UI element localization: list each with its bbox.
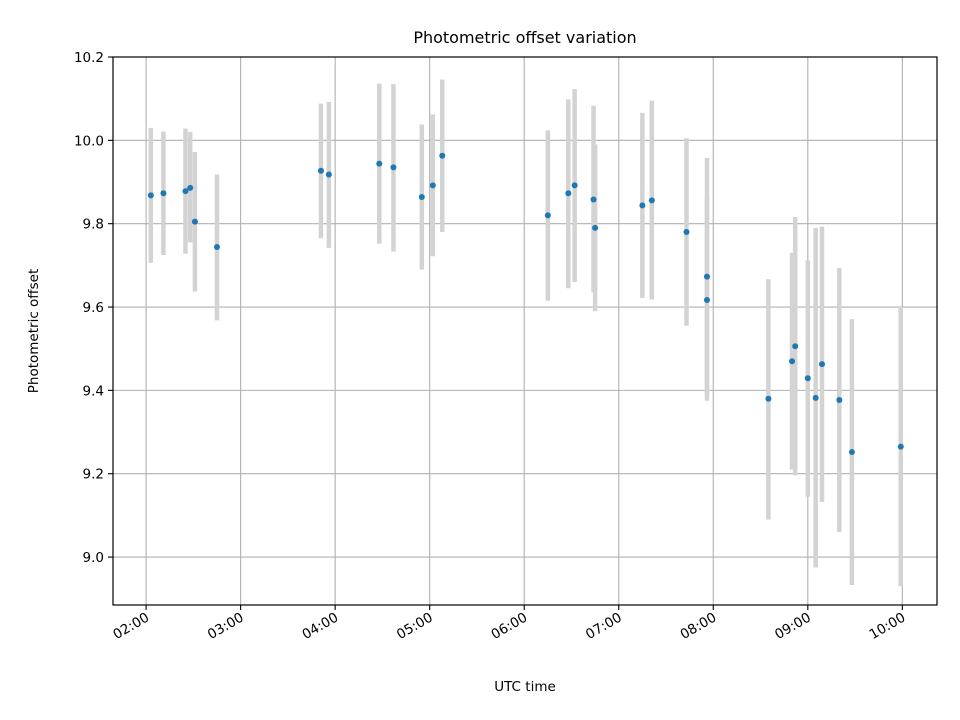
plot-frame: [112, 56, 938, 606]
data-point: [317, 167, 324, 174]
data-point: [818, 361, 825, 368]
data-point: [429, 182, 436, 189]
data-point: [390, 164, 397, 171]
data-point: [765, 395, 772, 402]
data-point: [325, 171, 332, 178]
y-tick-label: 10.2: [74, 50, 104, 66]
data-point: [648, 197, 655, 204]
data-point: [376, 160, 383, 167]
y-tick-label: 10.0: [74, 133, 104, 149]
data-point: [160, 190, 167, 197]
data-point: [836, 396, 843, 403]
data-point: [213, 244, 220, 251]
data-point: [789, 358, 796, 365]
x-axis-label: UTC time: [494, 679, 556, 695]
data-point: [812, 394, 819, 401]
data-point: [187, 184, 194, 191]
data-point: [191, 218, 198, 225]
data-point: [592, 224, 599, 231]
chart-title: Photometric offset variation: [413, 28, 636, 47]
data-point: [439, 152, 446, 159]
data-point: [639, 202, 646, 209]
data-point: [565, 190, 572, 197]
data-point: [418, 194, 425, 201]
data-point: [590, 196, 597, 203]
y-tick-label: 9.2: [83, 467, 104, 483]
y-axis-label: Photometric offset: [26, 269, 42, 393]
data-point: [897, 443, 904, 450]
data-point: [703, 296, 710, 303]
data-point: [544, 212, 551, 219]
data-point: [571, 182, 578, 189]
grid: [113, 56, 937, 605]
y-tick-label: 9.8: [83, 217, 104, 233]
data-point: [792, 343, 799, 350]
y-tick-label: 9.4: [83, 383, 104, 399]
data-point: [683, 229, 690, 236]
y-tick-label: 9.6: [83, 300, 104, 316]
data-point: [848, 449, 855, 456]
data-points: [147, 152, 904, 456]
data-point: [147, 192, 154, 199]
data-point: [703, 273, 710, 280]
data-point: [804, 375, 811, 382]
y-axis: 9.0 9.2 9.4 9.6 9.8 10.0 10.2: [74, 50, 113, 566]
y-tick-label: 9.0: [83, 550, 104, 566]
data-point: [182, 188, 189, 195]
